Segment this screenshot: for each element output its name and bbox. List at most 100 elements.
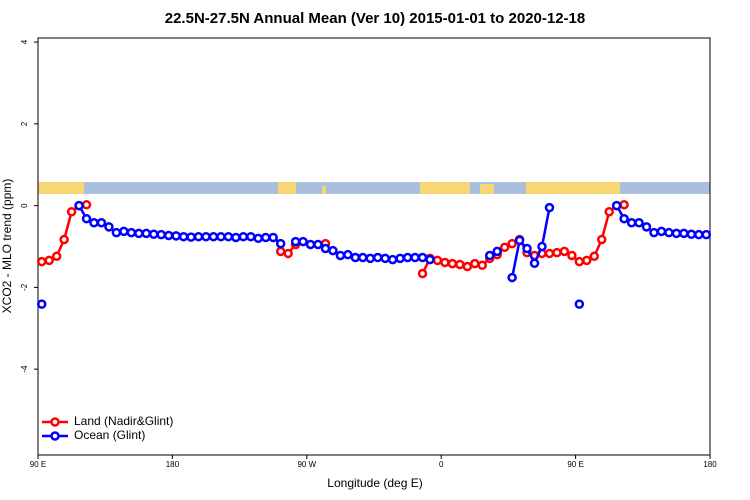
data-point — [111, 227, 122, 238]
data-point — [216, 231, 226, 242]
data-point — [126, 227, 137, 238]
data-point — [148, 229, 159, 239]
data-point — [514, 235, 525, 246]
data-point — [313, 239, 323, 250]
data-point — [223, 231, 234, 242]
data-point — [81, 200, 92, 210]
data-point — [402, 252, 413, 263]
data-point — [387, 254, 398, 265]
data-point — [455, 259, 465, 270]
data-point — [44, 255, 54, 266]
x-tick-label: 180 — [703, 460, 717, 469]
data-point — [417, 252, 428, 263]
x-tick-label: 90 E — [567, 460, 583, 469]
data-point — [574, 299, 585, 309]
data-point — [275, 246, 286, 257]
land-strip — [420, 182, 470, 194]
data-point — [201, 231, 211, 242]
data-point — [507, 272, 517, 283]
legend-label: Ocean (Glint) — [74, 428, 145, 442]
data-point — [298, 236, 308, 247]
data-point — [119, 226, 129, 237]
data-point — [246, 231, 256, 242]
data-point — [66, 207, 77, 217]
data-point — [499, 242, 510, 253]
data-point — [59, 234, 69, 245]
data-point — [328, 245, 338, 256]
data-point — [178, 231, 189, 242]
data-point — [611, 200, 622, 211]
data-point — [410, 252, 420, 263]
data-point — [335, 250, 346, 261]
data-point — [507, 238, 517, 249]
data-point — [417, 268, 428, 279]
data-point — [260, 232, 271, 243]
data-point — [208, 231, 219, 242]
data-point — [36, 299, 47, 309]
data-point — [559, 246, 570, 257]
data-point — [171, 231, 181, 241]
data-point — [477, 260, 488, 271]
data-point — [634, 218, 644, 228]
legend-label: Land (Nadir&Glint) — [74, 414, 173, 428]
data-point — [283, 248, 293, 259]
data-point — [552, 247, 562, 258]
data-point — [447, 258, 458, 269]
data-point — [253, 233, 264, 244]
data-point — [649, 227, 659, 238]
data-point — [74, 200, 84, 211]
data-point — [544, 248, 555, 259]
data-point — [96, 218, 107, 228]
data-point — [679, 228, 689, 239]
data-point — [343, 249, 353, 260]
data-point — [51, 251, 62, 262]
data-point — [544, 202, 555, 213]
data-point — [193, 231, 204, 242]
data-point — [619, 213, 629, 224]
data-point — [320, 243, 331, 254]
data-point — [372, 252, 383, 263]
data-point — [694, 229, 704, 240]
data-point — [104, 222, 114, 232]
land-strip — [322, 186, 326, 194]
y-axis-label: XCO2 - MLO trend (ppm) — [0, 179, 14, 314]
data-point — [163, 230, 174, 241]
data-point — [156, 229, 166, 240]
data-point — [492, 246, 502, 257]
data-point — [350, 252, 361, 263]
legend-marker — [50, 431, 60, 441]
data-point — [664, 227, 674, 238]
data-point — [290, 236, 301, 247]
data-point — [425, 254, 435, 265]
data-point — [358, 252, 368, 263]
data-point — [268, 232, 278, 243]
data-point — [81, 213, 92, 224]
data-point — [395, 253, 405, 264]
data-point — [89, 218, 99, 228]
data-point — [134, 228, 144, 239]
x-tick-label: 0 — [439, 460, 444, 469]
data-point — [484, 250, 495, 261]
data-point — [186, 232, 196, 242]
data-point — [656, 226, 667, 237]
x-tick-label: 90 E — [30, 460, 46, 469]
data-point — [582, 255, 592, 266]
data-point — [365, 253, 376, 264]
legend-marker — [50, 417, 60, 427]
data-point — [686, 229, 697, 239]
data-point — [275, 238, 286, 249]
land-strip — [480, 184, 494, 194]
data-point — [522, 243, 532, 254]
data-point — [380, 253, 390, 264]
data-point — [141, 228, 152, 239]
y-tick-label: -2 — [20, 283, 29, 291]
y-tick-label: -4 — [20, 365, 29, 373]
data-point — [462, 261, 473, 272]
data-point — [305, 239, 316, 250]
chart-title: 22.5N-27.5N Annual Mean (Ver 10) 2015-01… — [165, 10, 585, 27]
data-point — [567, 250, 577, 261]
data-point — [641, 222, 652, 232]
data-point — [231, 232, 241, 243]
